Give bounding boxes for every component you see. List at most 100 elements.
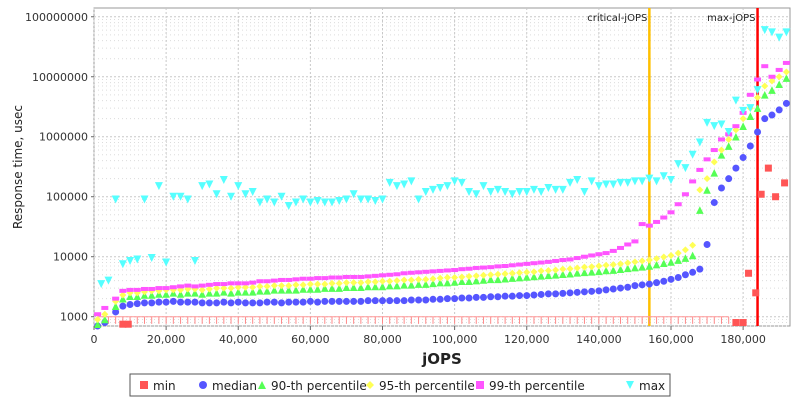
data-point: [616, 178, 625, 187]
data-point: [724, 127, 733, 136]
data-point: [357, 274, 365, 279]
data-point: [653, 219, 661, 224]
series-99-th-percentile: [94, 60, 790, 317]
legend-swatch-95-th-percentile: [366, 381, 374, 389]
data-point: [501, 270, 509, 278]
data-point: [371, 282, 380, 291]
data-point: [652, 260, 661, 269]
data-point: [335, 196, 344, 205]
axes: 1000 10000 100000 1000000 10000000 100000000 0…: [25, 11, 766, 346]
data-point: [681, 254, 690, 262]
data-point: [609, 180, 618, 189]
data-point: [465, 266, 473, 271]
data-point: [241, 283, 249, 291]
data-point: [472, 293, 480, 301]
data-point: [486, 275, 495, 284]
data-point: [739, 319, 747, 327]
data-point: [154, 182, 163, 191]
data-point: [393, 297, 401, 305]
data-point: [494, 275, 502, 284]
data-point: [328, 275, 336, 280]
data-point: [357, 279, 365, 287]
data-point: [118, 260, 127, 269]
data-point: [609, 266, 618, 274]
data-point: [263, 282, 271, 290]
data-point: [717, 151, 726, 159]
data-point: [595, 267, 603, 276]
data-point: [508, 274, 517, 282]
data-point: [501, 292, 509, 300]
data-point: [205, 282, 213, 287]
data-point: [126, 300, 134, 308]
data-point: [371, 297, 379, 305]
data-point: [559, 265, 567, 273]
data-point: [436, 183, 445, 192]
data-point: [249, 283, 257, 291]
data-point: [320, 198, 329, 207]
data-point: [516, 292, 524, 300]
data-point: [111, 302, 120, 310]
data-point: [739, 154, 747, 162]
data-point: [566, 178, 575, 187]
y-tick-label: 1000: [60, 311, 88, 324]
data-point: [428, 185, 437, 194]
data-point: [630, 177, 639, 186]
data-point: [284, 202, 293, 211]
data-point: [140, 286, 148, 291]
data-point: [703, 240, 711, 248]
data-point: [746, 142, 754, 150]
data-point: [249, 280, 257, 285]
series-max: [97, 26, 791, 289]
data-point: [508, 292, 516, 300]
data-point: [407, 281, 416, 289]
data-point: [544, 290, 552, 298]
data-point: [241, 281, 249, 286]
data-point: [602, 286, 610, 294]
data-point: [270, 298, 278, 306]
data-point: [458, 277, 466, 286]
data-point: [775, 33, 784, 42]
y-tick-label: 10000: [53, 251, 88, 264]
data-point: [177, 284, 185, 289]
data-point: [667, 275, 675, 283]
data-point: [660, 215, 668, 220]
legend: min median 90-th percentile 95-th percentil…: [129, 373, 671, 397]
data-point: [638, 222, 646, 227]
data-point: [386, 272, 394, 277]
data-point: [299, 281, 307, 289]
legend-label-min: min: [153, 379, 176, 393]
x-axis-title: jOPS: [421, 350, 462, 368]
data-point: [378, 273, 386, 278]
data-point: [580, 268, 589, 277]
data-point: [717, 120, 726, 129]
data-point: [429, 279, 437, 288]
data-point: [768, 77, 776, 85]
data-point: [422, 269, 430, 274]
data-point: [631, 239, 639, 244]
data-point: [328, 198, 337, 207]
data-point: [515, 187, 524, 196]
data-point: [566, 269, 574, 278]
data-point: [335, 279, 343, 287]
x-tick-label: 120,000: [504, 333, 550, 346]
data-point: [580, 263, 588, 271]
data-point: [501, 274, 509, 283]
data-point: [205, 299, 213, 307]
data-point: [349, 190, 358, 199]
data-point: [190, 256, 199, 265]
data-point: [710, 199, 718, 207]
data-point: [104, 276, 113, 285]
data-point: [350, 297, 358, 305]
data-point: [710, 169, 719, 177]
data-point: [732, 124, 740, 129]
data-point: [219, 176, 228, 185]
data-point: [451, 274, 459, 282]
data-point: [407, 276, 415, 284]
data-point: [191, 289, 199, 297]
data-point: [631, 263, 639, 272]
data-point: [314, 298, 322, 306]
data-point: [126, 256, 135, 265]
data-point: [256, 287, 264, 295]
data-point: [724, 142, 733, 150]
legend-swatch-90-th-percentile: [258, 381, 266, 389]
